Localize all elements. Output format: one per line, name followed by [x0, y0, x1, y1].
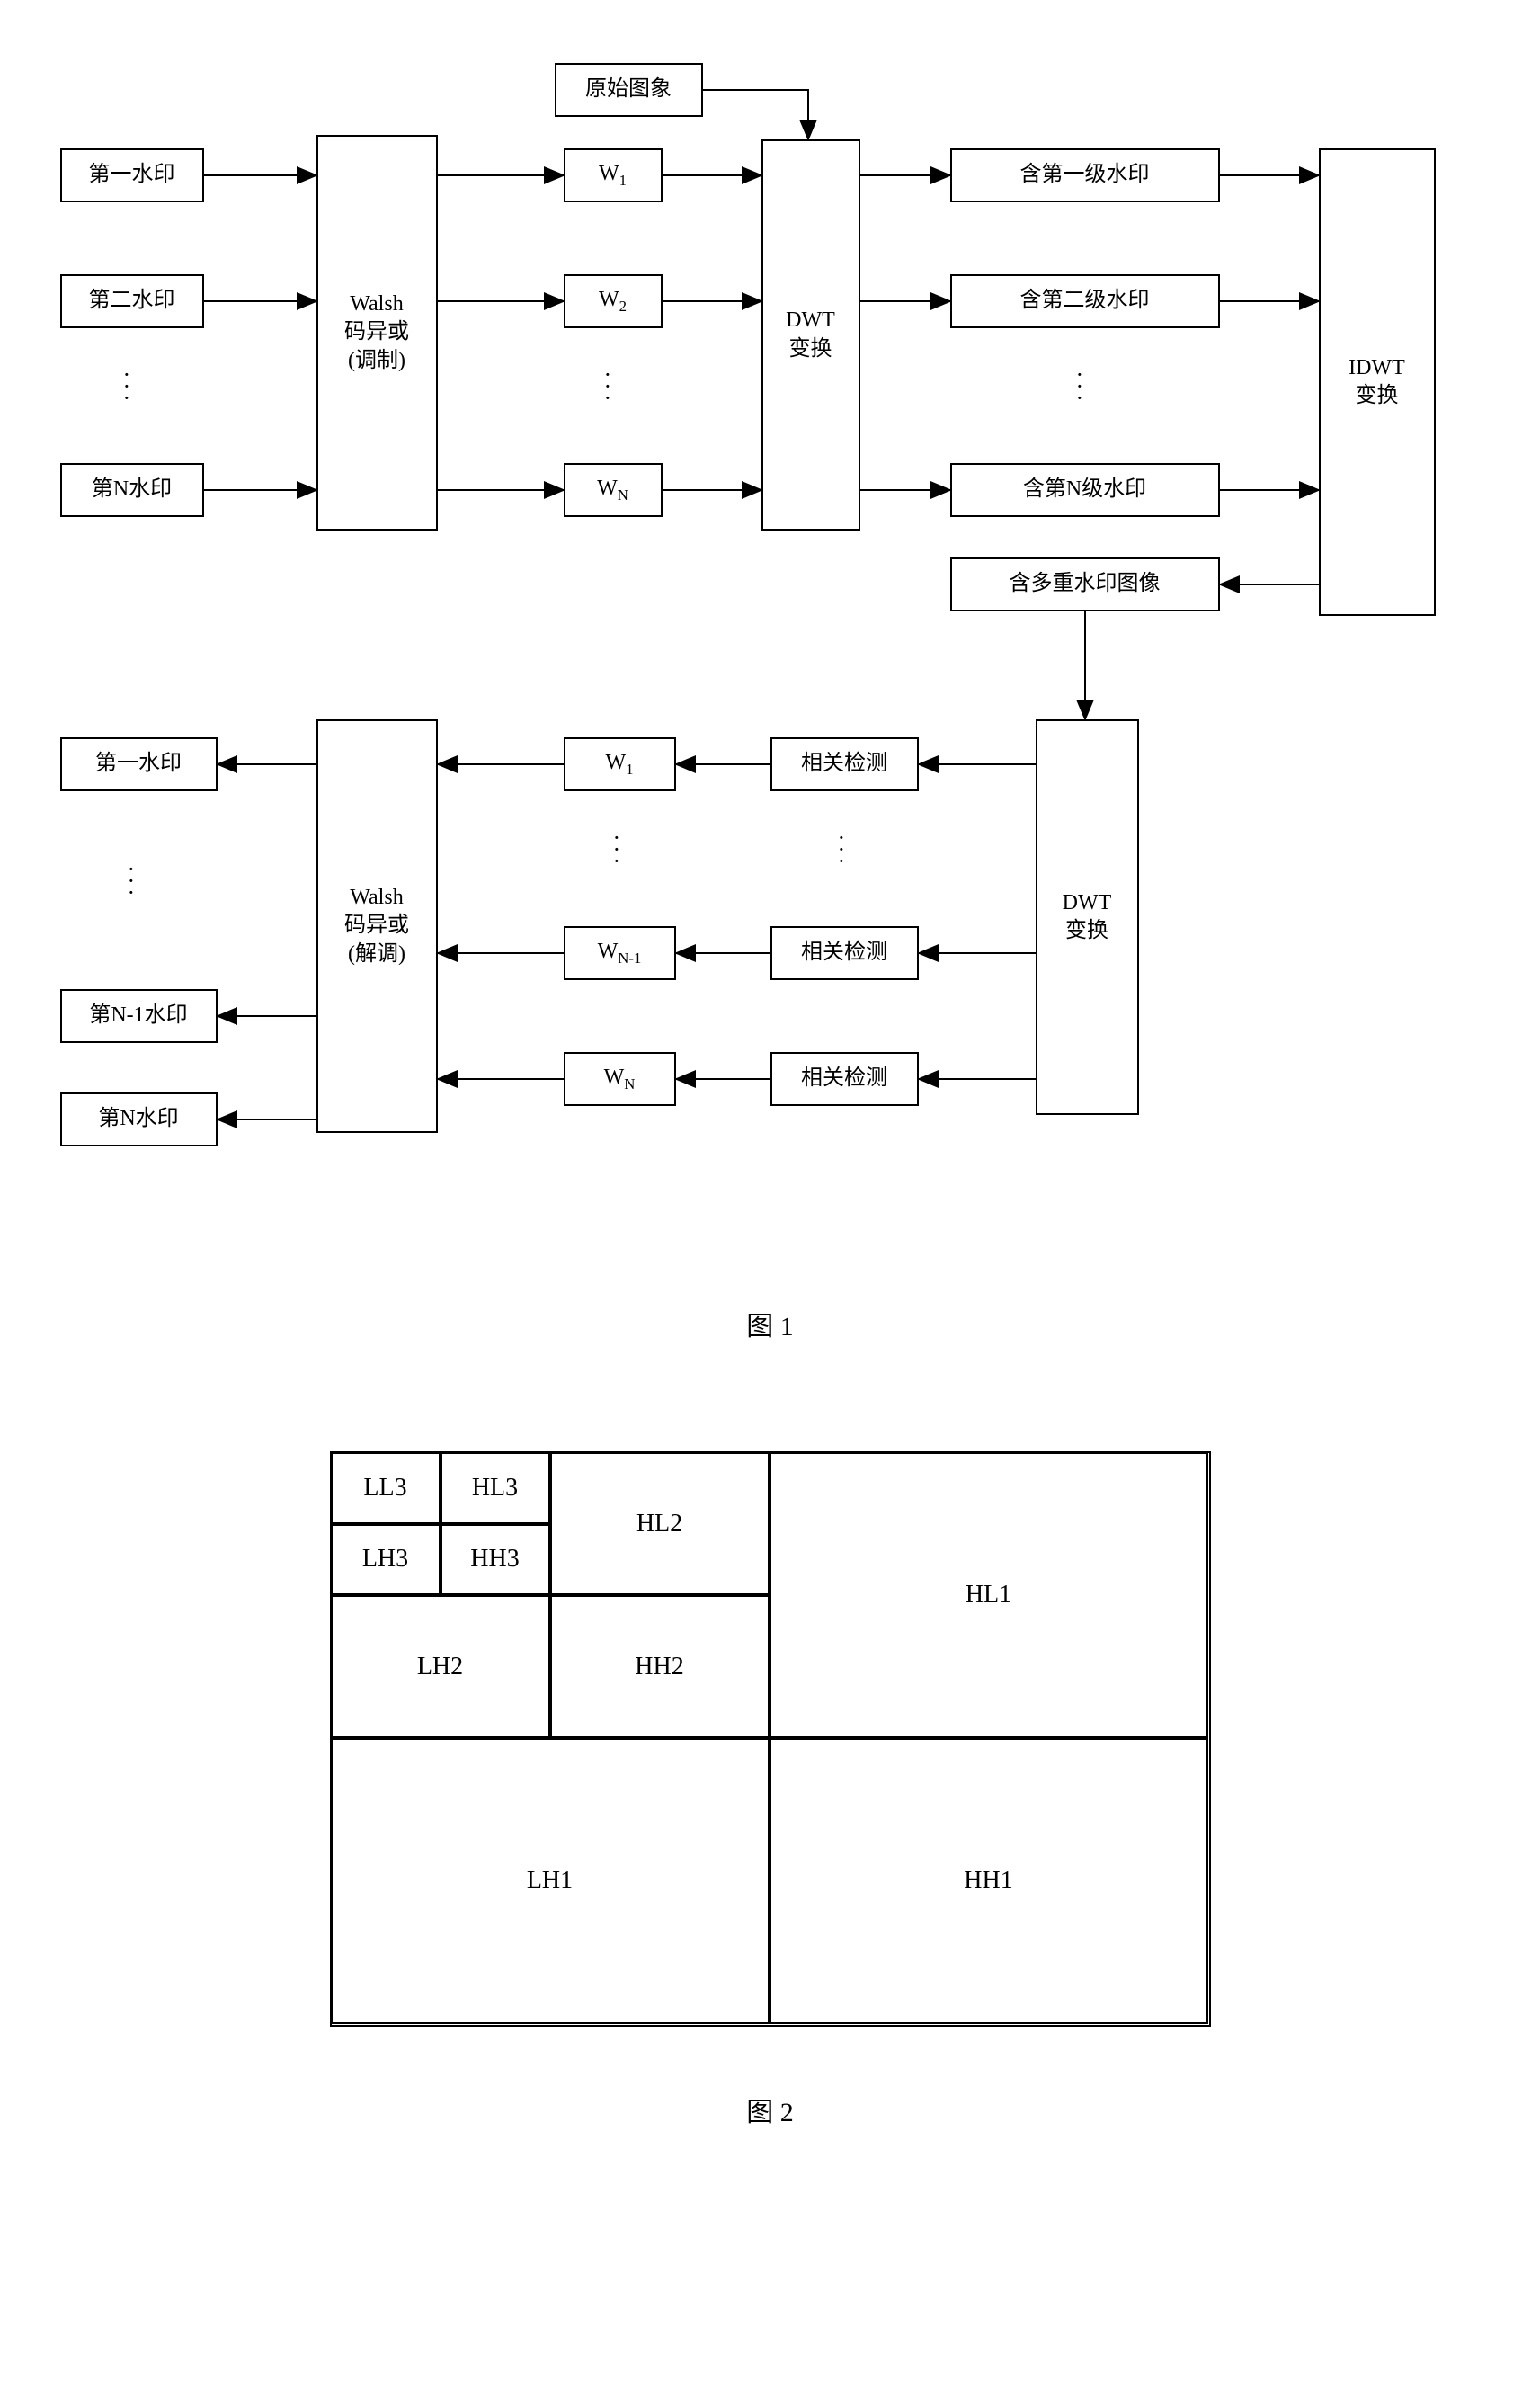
cell-hl2: HL2	[550, 1452, 770, 1595]
node-w2-enc: W2	[564, 274, 663, 328]
node-dec-wn: 第N水印	[60, 1092, 218, 1146]
label: 第一水印	[89, 161, 175, 189]
label: 第二水印	[89, 287, 175, 315]
node-wn1-dec: WN-1	[564, 926, 676, 980]
cell-lh3: LH3	[331, 1524, 441, 1596]
vdots-icon: ···	[123, 369, 131, 404]
cell-lh1: LH1	[331, 1738, 770, 2024]
node-out1: 含第一级水印	[950, 148, 1220, 202]
flowchart-figure-1: 原始图象 第一水印 第二水印 ··· 第N水印 Walsh 码异或 (调制) W…	[51, 36, 1490, 1250]
node-multi-wm-image: 含多重水印图像	[950, 557, 1220, 611]
node-input-w1: 第一水印	[60, 148, 204, 202]
node-corr1: 相关检测	[770, 737, 919, 791]
figure-1-caption: 图 1	[36, 1304, 1504, 1343]
vdots-icon: ···	[613, 832, 621, 867]
cell-hh3: HH3	[441, 1524, 550, 1596]
label: WN	[597, 475, 628, 505]
figure-2-caption: 图 2	[746, 2090, 794, 2129]
label: 相关检测	[801, 1065, 887, 1092]
node-dec-w1: 第一水印	[60, 737, 218, 791]
label: DWT 变换	[1063, 889, 1112, 945]
node-out2: 含第二级水印	[950, 274, 1220, 328]
label: 第N-1水印	[89, 1002, 187, 1030]
label: 第N水印	[92, 476, 172, 504]
vdots-icon: ···	[128, 863, 136, 898]
node-dwt-dec: DWT 变换	[1036, 719, 1139, 1115]
label: 第N水印	[98, 1105, 178, 1133]
vdots-icon: ···	[838, 832, 846, 867]
node-dec-wn1: 第N-1水印	[60, 989, 218, 1043]
label: Walsh 码异或 (调制)	[344, 290, 409, 375]
label: 含第一级水印	[1020, 161, 1150, 189]
label: 含第N级水印	[1023, 476, 1146, 504]
dwt-grid: HL1 LH1 HH1 HL2 LH2 HH2 LL3 HL3 LH3 HH3	[330, 1451, 1211, 2027]
label: Walsh 码异或 (解调)	[344, 884, 409, 968]
node-corr2: 相关检测	[770, 926, 919, 980]
label: 相关检测	[801, 939, 887, 967]
node-dwt-enc: DWT 变换	[761, 139, 860, 531]
node-original-image: 原始图象	[555, 63, 703, 117]
vdots-icon: ···	[604, 369, 612, 404]
node-input-wn: 第N水印	[60, 463, 204, 517]
node-walsh-demod: Walsh 码异或 (解调)	[316, 719, 438, 1133]
node-corr3: 相关检测	[770, 1052, 919, 1106]
node-w1-enc: W1	[564, 148, 663, 202]
label: 含多重水印图像	[1010, 570, 1161, 598]
label: WN-1	[598, 938, 642, 968]
label: DWT 变换	[786, 307, 835, 362]
vdots-icon: ···	[1076, 369, 1084, 404]
node-input-w2: 第二水印	[60, 274, 204, 328]
label: 相关检测	[801, 750, 887, 778]
dwt-decomposition-figure-2: HL1 LH1 HH1 HL2 LH2 HH2 LL3 HL3 LH3 HH3 …	[36, 1451, 1504, 2129]
label: 第一水印	[95, 750, 182, 778]
label: WN	[604, 1064, 636, 1094]
node-walsh-mod: Walsh 码异或 (调制)	[316, 135, 438, 531]
node-outn: 含第N级水印	[950, 463, 1220, 517]
label: IDWT 变换	[1349, 354, 1405, 410]
label: 含第二级水印	[1020, 287, 1150, 315]
cell-hh2: HH2	[550, 1595, 770, 1738]
node-wn-dec: WN	[564, 1052, 676, 1106]
node-wn-enc: WN	[564, 463, 663, 517]
cell-lh2: LH2	[331, 1595, 550, 1738]
cell-ll3: LL3	[331, 1452, 441, 1524]
label: W2	[599, 286, 627, 317]
cell-hh1: HH1	[770, 1738, 1208, 2024]
node-w1-dec: W1	[564, 737, 676, 791]
node-idwt: IDWT 变换	[1319, 148, 1436, 616]
cell-hl3: HL3	[441, 1452, 550, 1524]
label: W1	[599, 160, 627, 191]
cell-hl1: HL1	[770, 1452, 1208, 1738]
label: W1	[605, 749, 633, 780]
label: 原始图象	[585, 76, 672, 103]
